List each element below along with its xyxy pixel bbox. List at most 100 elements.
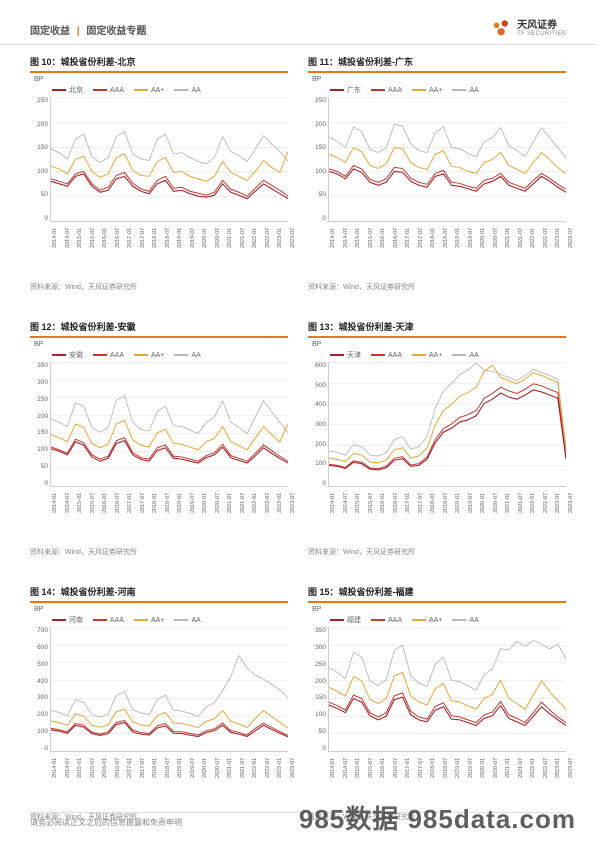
y-tick: 400 — [30, 678, 48, 685]
legend-label: AAA — [110, 617, 124, 624]
chart-legend: 安徽 AAA AA+ AA — [52, 350, 288, 360]
legend-item-aaa: AAA — [371, 87, 402, 94]
y-tick: 300 — [30, 379, 48, 386]
legend-item-aa: AA — [174, 617, 200, 624]
y-tick: 150 — [308, 144, 326, 151]
legend-line-icon — [52, 89, 66, 90]
y-tick: 0 — [30, 480, 48, 487]
chart-fig10: 图 10：城投省份利差-北京BP北京AAAAA+AA25020015010050… — [30, 55, 288, 292]
y-axis-label: BP — [34, 341, 288, 348]
legend-line-icon — [52, 354, 66, 355]
legend-item-aa: AA — [174, 352, 200, 359]
legend-label: AA — [191, 617, 200, 624]
series-line-s_aa — [51, 396, 288, 434]
y-axis: 7006005004003002001000 — [30, 627, 50, 752]
y-tick: 400 — [308, 401, 326, 408]
legend-item-aa: AA — [174, 87, 200, 94]
legend-line-icon — [93, 619, 107, 620]
y-tick: 200 — [308, 441, 326, 448]
company-logo: 天风证券 TF SECURITIES — [491, 18, 566, 40]
x-axis: 2014-012014-072015-012015-072016-012016-… — [328, 489, 566, 517]
header-subtitle: 固定收益专题 — [86, 26, 146, 37]
legend-item-aap: AA+ — [134, 352, 164, 359]
chart-title: 图 12：城投省份利差-安徽 — [30, 320, 288, 338]
legend-item-aap: AA+ — [134, 617, 164, 624]
y-tick: 250 — [308, 661, 326, 668]
footer-disclaimer: 请务必阅读正文之后的信息披露和免责申明 — [30, 818, 182, 827]
y-tick: 50 — [30, 191, 48, 198]
chart-source: 资料来源：Wind，天风证券研究所 — [30, 547, 288, 557]
legend-item-aaa: AAA — [371, 617, 402, 624]
series-svg — [329, 362, 566, 486]
legend-label: AAA — [388, 87, 402, 94]
y-tick: 200 — [308, 678, 326, 685]
legend-item-aap: AA+ — [412, 617, 442, 624]
y-tick: 150 — [30, 429, 48, 436]
plot-canvas — [50, 362, 288, 487]
legend-line-icon — [412, 89, 426, 90]
logo-icon — [491, 18, 513, 40]
plot-area: 6005004003002001000 — [308, 362, 566, 487]
legend-line-icon — [330, 619, 344, 620]
chart-legend: 河南AAAAA+AA — [52, 615, 288, 625]
legend-label: AAA — [110, 87, 124, 94]
series-line-s_aa — [51, 132, 288, 164]
plot-area: 350300250200150100500 — [308, 627, 566, 752]
series-line-s_aap — [329, 365, 566, 463]
series-line-s_aa — [329, 640, 566, 690]
plot-area: 250200150100500 — [308, 97, 566, 222]
legend-line-icon — [330, 89, 344, 90]
plot-canvas — [50, 97, 288, 222]
legend-label: AA+ — [151, 352, 164, 359]
y-axis-label: BP — [312, 606, 566, 613]
series-line-s_aap — [51, 420, 288, 449]
legend-line-icon — [412, 354, 426, 355]
legend-label: AA+ — [429, 617, 442, 624]
y-tick: 700 — [30, 627, 48, 634]
legend-line-icon — [174, 89, 188, 90]
y-tick: 100 — [308, 711, 326, 718]
series-svg — [329, 97, 566, 221]
series-line-s_pri — [51, 441, 288, 463]
series-line-s_aa — [51, 655, 288, 717]
series-line-s_aap — [329, 148, 566, 174]
chart-legend: 天津AAAAA+AA — [330, 350, 566, 360]
plot-area: 250200150100500 — [30, 97, 288, 222]
y-axis-label: BP — [34, 606, 288, 613]
legend-line-icon — [52, 619, 66, 620]
legend-line-icon — [134, 619, 148, 620]
y-tick: 300 — [308, 644, 326, 651]
y-axis: 250200150100500 — [308, 97, 328, 222]
y-tick: 100 — [30, 168, 48, 175]
legend-item-aap: AA+ — [412, 352, 442, 359]
legend-label: AA+ — [429, 87, 442, 94]
y-tick: 300 — [308, 421, 326, 428]
chart-title: 图 14：城投省份利差-河南 — [30, 585, 288, 603]
legend-item-aa: AA — [452, 352, 478, 359]
legend-label: AAA — [388, 617, 402, 624]
y-tick: 0 — [308, 215, 326, 222]
logo-text-cn: 天风证券 — [517, 20, 566, 31]
x-axis: 2014-012014-072015-012015-072016-012016-… — [328, 224, 566, 252]
header-category: 固定收益 — [30, 26, 70, 37]
y-tick: 100 — [30, 728, 48, 735]
y-tick: 200 — [308, 121, 326, 128]
legend-line-icon — [93, 89, 107, 90]
x-axis: 2014-012014-072015-012015-072016-012016-… — [50, 489, 288, 517]
chart-legend: 广东AAAAA+AA — [330, 85, 566, 95]
series-svg — [329, 627, 566, 751]
series-svg — [51, 627, 288, 751]
plot-canvas — [328, 627, 566, 752]
legend-item-aap: AA+ — [412, 87, 442, 94]
legend-item-pri: 安徽 — [52, 350, 83, 360]
y-tick: 100 — [30, 446, 48, 453]
series-line-s_aap — [51, 152, 288, 182]
legend-label: AA+ — [151, 87, 164, 94]
legend-line-icon — [412, 619, 426, 620]
plot-canvas — [50, 627, 288, 752]
legend-line-icon — [174, 354, 188, 355]
y-tick: 300 — [30, 694, 48, 701]
legend-label: AAA — [110, 352, 124, 359]
y-axis-label: BP — [34, 76, 288, 83]
y-tick: 0 — [308, 745, 326, 752]
